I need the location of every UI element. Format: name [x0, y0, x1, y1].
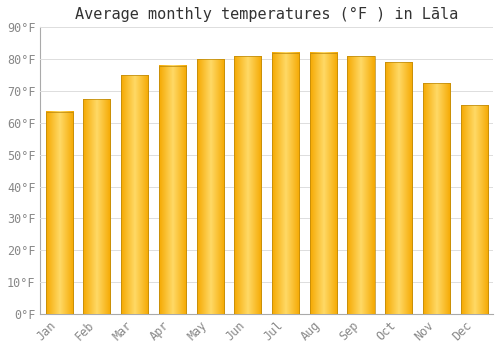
Bar	[460, 105, 488, 314]
Bar	[159, 65, 186, 314]
Bar	[385, 62, 412, 314]
Bar	[348, 56, 374, 314]
Bar	[272, 53, 299, 314]
Bar	[234, 56, 262, 314]
Bar	[46, 112, 73, 314]
Bar	[196, 59, 224, 314]
Bar	[423, 83, 450, 314]
Title: Average monthly temperatures (°F ) in Lāla: Average monthly temperatures (°F ) in Lā…	[75, 7, 458, 22]
Bar	[84, 99, 110, 314]
Bar	[121, 75, 148, 314]
Bar	[310, 53, 337, 314]
